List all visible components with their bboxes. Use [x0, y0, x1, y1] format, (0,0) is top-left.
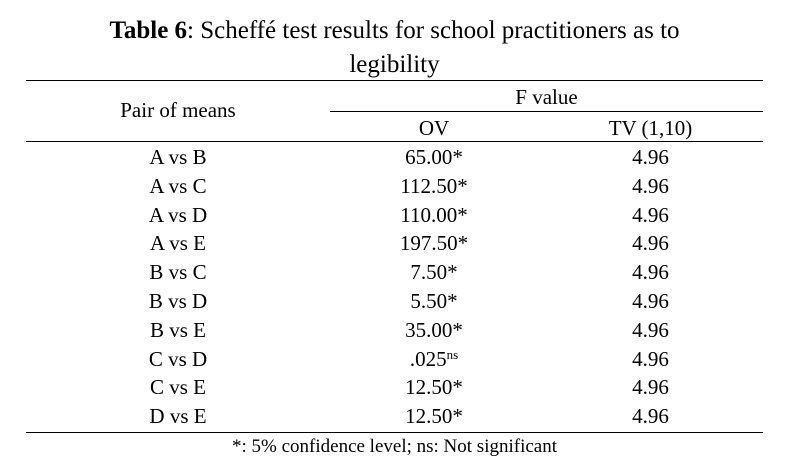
- row-ov-superscript: ns: [446, 347, 459, 362]
- row-pair: A vs C: [149, 174, 207, 198]
- row-ov: 197.50*: [330, 230, 538, 256]
- row-ov-value: 7.50*: [410, 260, 458, 284]
- table-title: Table 6: Scheffé test results for school…: [0, 14, 789, 82]
- title-text-line2: legibility: [349, 51, 440, 78]
- header-rule: [26, 141, 763, 142]
- row-ov: 7.50*: [330, 259, 538, 285]
- row-pair: A vs D: [148, 203, 208, 227]
- title-text-line1: Scheffé test results for school practiti…: [200, 17, 680, 44]
- row-ov-value: 110.00*: [400, 203, 468, 227]
- row-tv: 4.96: [632, 260, 669, 284]
- group-rule: [330, 111, 763, 112]
- row-ov-value: .025: [409, 347, 447, 371]
- header-f-value: F value: [515, 85, 578, 109]
- row-ov-value: 5.50*: [410, 289, 458, 313]
- row-ov: 12.50*: [330, 374, 538, 400]
- row-tv: 4.96: [632, 231, 669, 255]
- row-ov: 112.50*: [330, 173, 538, 199]
- table-footnote: *: 5% confidence level; ns: Not signific…: [231, 436, 558, 457]
- row-ov: 5.50*: [330, 288, 538, 314]
- row-tv: 4.96: [632, 289, 669, 313]
- title-separator: :: [187, 17, 194, 44]
- row-ov-value: 12.50*: [405, 375, 463, 399]
- row-ov-value: 197.50*: [399, 231, 469, 255]
- row-ov: 110.00*: [330, 202, 538, 228]
- row-pair: B vs C: [149, 260, 207, 284]
- row-tv: 4.96: [632, 145, 669, 169]
- row-tv: 4.96: [632, 347, 669, 371]
- header-pair-of-means: Pair of means: [120, 98, 236, 122]
- row-pair: A vs E: [149, 231, 206, 255]
- row-pair: D vs E: [149, 404, 207, 428]
- row-ov: 65.00*: [330, 144, 538, 170]
- row-ov: 35.00*: [330, 317, 538, 343]
- table-label: Table 6: [109, 17, 188, 44]
- row-pair: A vs B: [149, 145, 207, 169]
- row-ov: 12.50*: [330, 403, 538, 429]
- row-ov-value: 112.50*: [400, 174, 468, 198]
- row-pair: B vs D: [148, 289, 208, 313]
- row-pair: C vs E: [149, 375, 206, 399]
- row-tv: 4.96: [632, 318, 669, 342]
- row-tv: 4.96: [632, 174, 669, 198]
- bottom-rule: [26, 432, 763, 433]
- row-pair: B vs E: [149, 318, 206, 342]
- header-ov: OV: [418, 116, 450, 140]
- row-ov-value: 12.50*: [405, 404, 463, 428]
- row-pair: C vs D: [148, 347, 208, 371]
- row-ov: .025ns: [330, 346, 538, 372]
- top-rule: [26, 80, 763, 81]
- row-tv: 4.96: [632, 375, 669, 399]
- row-tv: 4.96: [632, 203, 669, 227]
- row-tv: 4.96: [632, 404, 669, 428]
- row-ov-value: 35.00*: [405, 318, 463, 342]
- header-tv: TV (1,10): [608, 116, 693, 140]
- row-ov-value: 65.00*: [405, 145, 463, 169]
